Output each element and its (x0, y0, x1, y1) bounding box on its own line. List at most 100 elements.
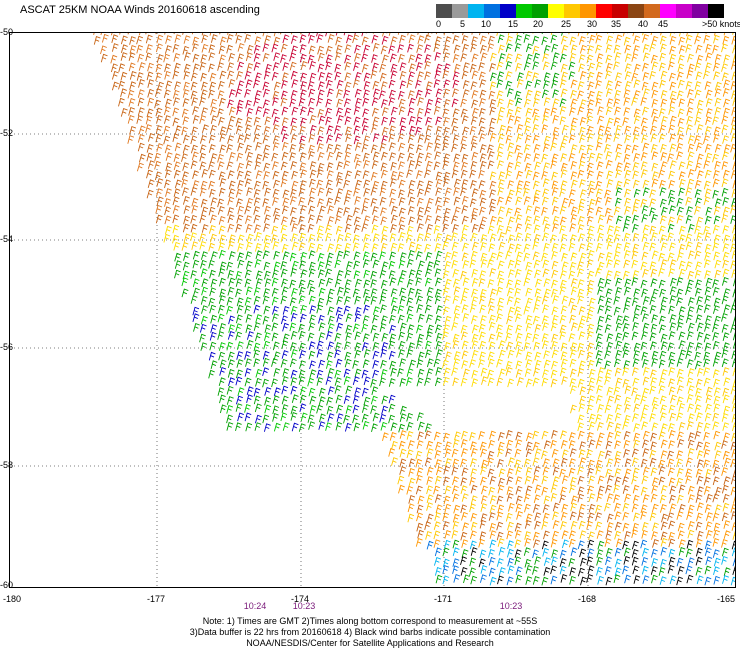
wind-barb (183, 233, 191, 243)
wind-barb (659, 288, 667, 298)
wind-barb (200, 54, 208, 63)
wind-barb (128, 62, 136, 72)
wind-barb (730, 133, 735, 142)
wind-barb (469, 557, 476, 567)
wind-barb (443, 171, 451, 181)
wind-barb (721, 43, 728, 53)
wind-barb (471, 33, 473, 35)
wind-barb (316, 232, 324, 242)
wind-barb (262, 414, 270, 424)
wind-barb (452, 333, 460, 343)
wind-barb (452, 108, 460, 118)
wind-barb (381, 126, 389, 136)
wind-barb (389, 324, 397, 334)
wind-barb (559, 53, 567, 63)
wind-barb (595, 61, 603, 71)
wind-barb (236, 71, 244, 80)
wind-barb (433, 259, 441, 269)
wind-barb (731, 540, 735, 550)
wind-barb (577, 342, 585, 352)
wind-barb (633, 63, 641, 73)
wind-barb (550, 61, 558, 70)
wind-barb (183, 71, 191, 80)
wind-barb (255, 314, 263, 323)
wind-barb (561, 261, 569, 271)
wind-barb (696, 153, 704, 163)
wind-barb (579, 179, 586, 188)
wind-barb (578, 331, 586, 341)
wind-barb (506, 287, 514, 297)
wind-barb (595, 395, 603, 404)
wind-barb (263, 223, 270, 232)
wind-barb (424, 169, 431, 179)
wind-barb (614, 468, 622, 477)
wind-barb (605, 80, 613, 90)
wind-barb (353, 251, 361, 261)
wind-barb (560, 440, 568, 449)
wind-barb (155, 188, 163, 197)
wind-barb (443, 52, 451, 61)
wind-barb (723, 457, 731, 467)
wind-barb (272, 62, 280, 71)
wind-barb (615, 187, 623, 197)
wind-barb (487, 35, 495, 45)
wind-barb (309, 369, 317, 379)
wind-barb (523, 180, 531, 190)
wind-barb (210, 197, 218, 206)
wind-barb (325, 45, 333, 55)
wind-barb (586, 404, 594, 414)
wind-barb (228, 79, 236, 88)
wind-barb (659, 198, 667, 208)
wind-barb (704, 251, 711, 261)
wind-barb (299, 106, 307, 116)
wind-barb (443, 33, 446, 36)
wind-barb (641, 522, 649, 531)
wind-barb (649, 296, 657, 305)
wind-barb (651, 116, 659, 125)
wind-barb (659, 179, 666, 189)
wind-barb (262, 350, 270, 360)
wind-barb (317, 297, 325, 307)
wind-barb (641, 331, 648, 340)
wind-barb (686, 359, 694, 368)
wind-barb (317, 198, 324, 208)
wind-barb (561, 44, 569, 54)
wind-barb (723, 405, 731, 415)
wind-barb (532, 430, 540, 440)
wind-barb (597, 277, 605, 287)
wind-barb (713, 466, 721, 476)
wind-barb (569, 261, 577, 271)
wind-barb (615, 180, 623, 190)
wind-barb (703, 431, 710, 441)
wind-barb (469, 476, 476, 486)
wind-barb (533, 52, 540, 62)
wind-barb (534, 484, 542, 494)
wind-barb (406, 278, 414, 288)
wind-barb (417, 97, 424, 106)
wind-barb (658, 169, 666, 179)
wind-barb (514, 90, 522, 100)
wind-barb (660, 333, 668, 343)
wind-barb (235, 288, 242, 298)
wind-barb (471, 223, 479, 233)
wind-barb (156, 196, 164, 206)
wind-barb (460, 477, 468, 487)
wind-barb (201, 81, 208, 91)
wind-barb (703, 441, 711, 451)
wind-barb (435, 196, 443, 206)
wind-barb (622, 349, 630, 359)
wind-barb (416, 295, 423, 305)
wind-barb (418, 260, 425, 270)
wind-barb (543, 97, 551, 106)
wind-barb (399, 80, 407, 90)
wind-barb (281, 216, 288, 226)
wind-barb (228, 89, 236, 98)
wind-barb (641, 557, 649, 566)
wind-barb (93, 33, 95, 36)
wind-barb (181, 179, 188, 188)
wind-barb (192, 115, 200, 124)
wind-barb (217, 80, 225, 90)
wind-barb (623, 556, 631, 565)
wind-barb (290, 305, 298, 315)
wind-barb (345, 214, 353, 224)
